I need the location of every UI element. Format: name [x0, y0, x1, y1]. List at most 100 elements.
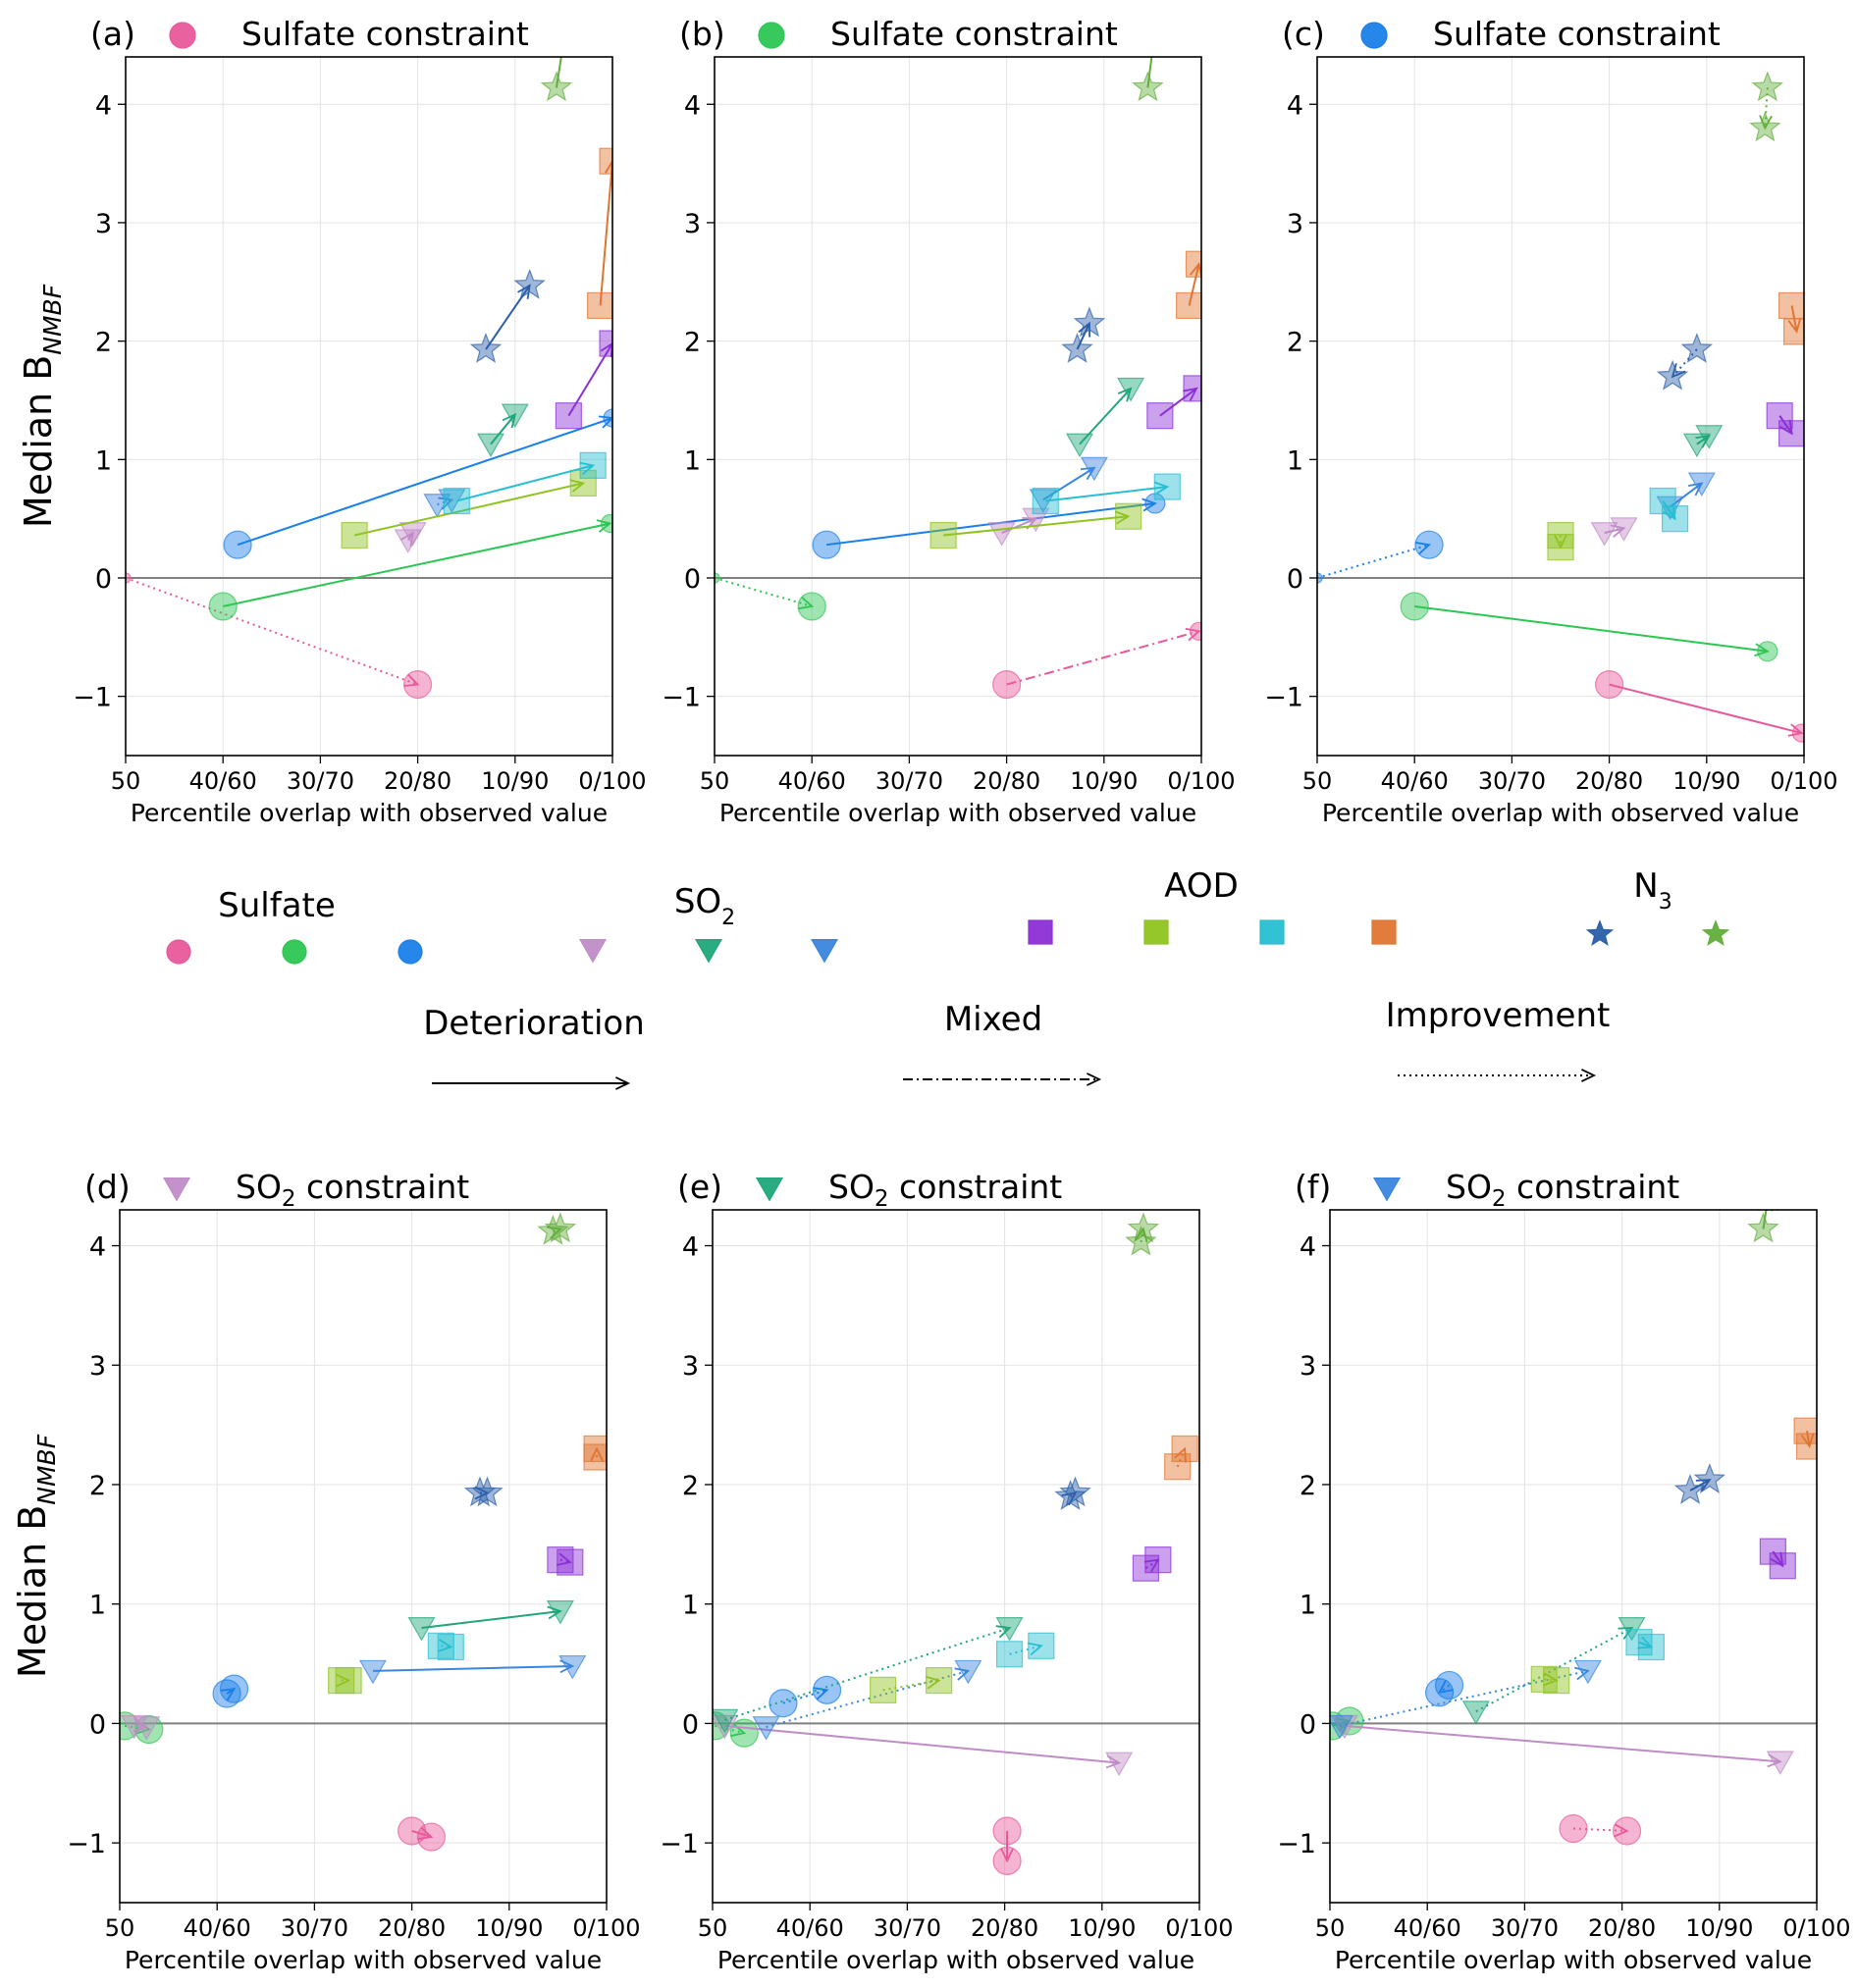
- change-arrow: [1042, 466, 1095, 501]
- arrow-head: [1000, 1848, 1014, 1863]
- x-tick-label: 20/80: [384, 767, 451, 795]
- change-arrow: [1076, 323, 1090, 350]
- y-tick-label: 3: [1300, 1351, 1316, 1382]
- x-tick-label: 0/100: [572, 1914, 640, 1942]
- arrow-head: [798, 596, 815, 610]
- arrow-head: [546, 1226, 562, 1239]
- arrow-head: [1770, 1551, 1784, 1568]
- x-tick-label: 20/80: [1575, 767, 1643, 795]
- data-point-start: [1175, 291, 1201, 320]
- data-point-start: [126, 572, 132, 584]
- panel-title: SO2 constraint: [236, 1168, 469, 1212]
- data-point-start: [547, 1546, 574, 1574]
- arrow-head: [1174, 1446, 1187, 1463]
- arrow-head: [1183, 387, 1198, 401]
- legend-group-label: AOD: [1164, 866, 1239, 906]
- arrow-head: [569, 479, 586, 493]
- arrow-head: [925, 1675, 941, 1690]
- data-point-start: [1065, 433, 1094, 458]
- data-point-start: [1680, 333, 1714, 363]
- x-tick-label: 10/90: [1672, 767, 1740, 795]
- arrow-head: [559, 1659, 575, 1674]
- data-point-start: [1751, 71, 1783, 102]
- change-arrow: [1475, 1627, 1632, 1713]
- x-tick-label: 0/100: [1782, 1914, 1850, 1942]
- change-arrow: [124, 1724, 149, 1731]
- change-arrow: [456, 464, 594, 502]
- y-tick-label: −1: [67, 1829, 106, 1859]
- panel-title-main: SO: [1446, 1168, 1492, 1206]
- change-arrow: [1317, 544, 1430, 579]
- y-tick-label: 2: [95, 328, 112, 358]
- constraint-marker-icon: [1372, 1177, 1402, 1202]
- panel-title-suffix: constraint: [296, 1168, 470, 1206]
- change-arrow: [485, 285, 531, 350]
- arrow-head: [437, 1639, 453, 1652]
- data-point-end: [1693, 1463, 1726, 1493]
- arrow-head: [336, 1673, 351, 1688]
- change-arrow: [782, 1689, 827, 1704]
- change-arrow: [1006, 630, 1199, 686]
- x-tick-label: 20/80: [1588, 1914, 1656, 1942]
- change-arrow: [1159, 388, 1197, 417]
- arrow-head: [560, 10, 572, 23]
- data-point-end: [1059, 1476, 1091, 1507]
- chart-panel: 50 40/60 30/70 20/80 10/90 0/100 −1 0 1 2 3 4 Percen…: [1277, 1168, 1850, 1974]
- panel-letter: (b): [679, 15, 725, 53]
- x-tick-label: 20/80: [973, 767, 1040, 795]
- change-arrow: [1339, 1669, 1589, 1727]
- arrow-head: [1543, 1672, 1559, 1687]
- arrow-head: [1153, 481, 1170, 496]
- constraint-marker-icon: [1360, 22, 1388, 49]
- change-arrow: [943, 515, 1129, 537]
- x-tick-label: 10/90: [1070, 767, 1138, 795]
- change-arrow: [1604, 527, 1624, 535]
- x-tick-label: 20/80: [971, 1914, 1038, 1942]
- panel-letter: (d): [84, 1168, 131, 1206]
- arrow-head: [1061, 1491, 1078, 1506]
- arrow-head: [1141, 497, 1157, 512]
- constraint-marker-icon: [162, 1177, 191, 1202]
- y-tick-label: 4: [1287, 90, 1303, 121]
- panel-title-main: Sulfate: [241, 15, 355, 53]
- arrow-head: [590, 1446, 604, 1462]
- change-arrow: [559, 1558, 571, 1564]
- y-tick-label: 3: [95, 209, 112, 239]
- y-tick-label: 4: [89, 1232, 106, 1263]
- plot-frame: [712, 1209, 1200, 1904]
- panel-title-suffix: constraint: [355, 15, 529, 53]
- legend-marker: [694, 938, 723, 964]
- data-layer: [713, 1212, 1198, 1875]
- change-arrow: [882, 1679, 939, 1692]
- x-tick-label: 50: [105, 1914, 135, 1942]
- x-tick-label: 30/70: [1478, 767, 1546, 795]
- data-point-end: [513, 268, 546, 299]
- arrow-head: [1080, 466, 1096, 481]
- arrow-head: [1185, 627, 1201, 642]
- arrow-head: [596, 519, 612, 533]
- arrow-head: [438, 497, 454, 510]
- legend-marker: [398, 939, 423, 965]
- y-tick-label: 4: [95, 90, 112, 121]
- arrow-head: [1134, 1227, 1148, 1243]
- arrow-head: [556, 1552, 572, 1566]
- y-tick-label: 0: [95, 564, 112, 595]
- y-axis-label-sub: NMBF: [32, 1434, 61, 1504]
- legend-marker: [810, 938, 839, 964]
- data-point-start: [715, 572, 720, 584]
- change-arrow: [1696, 435, 1710, 445]
- change-arrow: [715, 1724, 745, 1735]
- x-axis-label: Percentile overlap with observed value: [719, 799, 1196, 827]
- change-arrow: [1772, 1550, 1784, 1567]
- y-tick-label: −1: [1264, 683, 1303, 713]
- legend-marker: [1028, 919, 1053, 945]
- arrow-head: [1415, 542, 1432, 555]
- legend-group-label: N3: [1633, 866, 1671, 915]
- y-axis-label-main: Median B: [11, 1505, 54, 1678]
- arrow-head: [1117, 387, 1133, 402]
- y-tick-label: 2: [89, 1471, 106, 1501]
- change-arrow: [555, 57, 562, 88]
- change-arrow: [1001, 517, 1036, 535]
- change-arrow: [1439, 1684, 1451, 1694]
- x-tick-label: 20/80: [378, 1914, 446, 1942]
